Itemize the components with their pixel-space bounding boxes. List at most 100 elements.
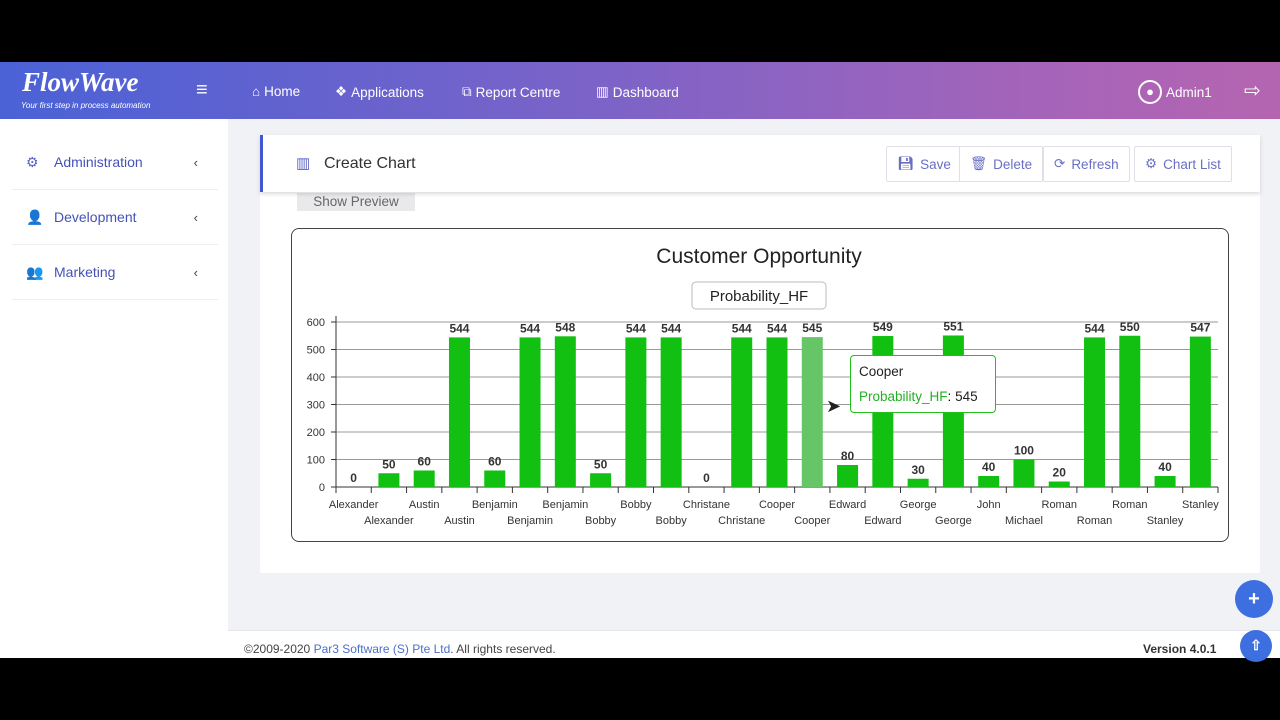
x-tick-label: George <box>900 499 937 511</box>
bar-chart: Customer Opportunity Probability_HF 0 100… <box>307 245 1220 527</box>
sidebar: ⚙ Administration ‹ 👤 Development ‹ 👥 Marketin… <box>0 119 228 658</box>
sidebar-item-administration[interactable]: ⚙ Administration ‹ <box>12 135 218 190</box>
x-tick-label: Alexander <box>329 499 379 511</box>
data-label: 0 <box>350 471 357 485</box>
top-navbar: FlowWave Your first step in process auto… <box>0 62 1280 119</box>
tooltip-series: Probability_HF <box>859 389 948 404</box>
y-tick-label: 200 <box>307 427 325 439</box>
data-label: 60 <box>488 455 502 469</box>
bar[interactable] <box>519 337 541 487</box>
add-fab-button[interactable]: + <box>1235 580 1273 618</box>
tooltip-title: Cooper <box>859 364 904 379</box>
y-tick-label: 0 <box>319 482 325 494</box>
x-tick-label: Benjamin <box>472 499 518 511</box>
y-tick-label: 600 <box>307 317 325 329</box>
chart-list-button[interactable]: ⚙ Chart List <box>1134 146 1232 182</box>
x-tick-label: Edward <box>864 515 901 527</box>
data-label: 100 <box>1014 444 1034 458</box>
show-preview-button[interactable]: Show Preview <box>297 193 415 211</box>
cubes-icon: ❖ <box>335 84 348 99</box>
chart-title: Customer Opportunity <box>656 245 862 268</box>
nav-report-centre[interactable]: ⧉ Report Centre <box>462 84 560 100</box>
data-label: 547 <box>1190 321 1210 335</box>
data-label: 50 <box>382 457 396 471</box>
x-tick-label: Roman <box>1077 515 1112 527</box>
data-label: 80 <box>841 449 855 463</box>
bar[interactable] <box>484 470 506 488</box>
bar[interactable] <box>660 337 682 487</box>
sidebar-item-marketing[interactable]: 👥 Marketing ‹ <box>12 245 218 300</box>
user-circle-icon: ● <box>1138 80 1162 104</box>
save-button[interactable]: 💾︎ Save <box>886 146 962 182</box>
home-icon: ⌂ <box>252 84 261 99</box>
x-tick-label: Benjamin <box>542 499 588 511</box>
user-menu[interactable]: ● Admin1 <box>1138 80 1212 104</box>
data-label: 40 <box>1158 460 1172 474</box>
sidebar-item-development[interactable]: 👤 Development ‹ <box>12 190 218 245</box>
bar[interactable] <box>731 337 753 487</box>
x-tick-label: Cooper <box>794 515 830 527</box>
legend-entry[interactable]: Probability_HF <box>710 288 808 305</box>
bar[interactable] <box>554 336 576 487</box>
footer: ©2009-2020 Par3 Software (S) Pte Ltd. Al… <box>228 630 1280 658</box>
refresh-icon: ⟳ <box>1054 156 1066 171</box>
data-label: 544 <box>661 321 681 335</box>
nav-home[interactable]: ⌂ Home <box>252 84 300 99</box>
x-tick-label: Bobby <box>585 515 617 527</box>
x-tick-label: Roman <box>1112 499 1147 511</box>
chart-container: Customer Opportunity Probability_HF 0 100… <box>291 228 1229 542</box>
bar[interactable] <box>1084 337 1106 487</box>
data-label: 544 <box>449 321 469 335</box>
y-tick-label: 400 <box>307 372 325 384</box>
nav-applications[interactable]: ❖ Applications <box>335 84 424 100</box>
data-label: 549 <box>873 320 893 334</box>
chevron-left-icon: ‹ <box>193 264 198 280</box>
data-label: 550 <box>1120 320 1140 334</box>
bar[interactable] <box>625 337 647 487</box>
x-tick-label: Benjamin <box>507 515 553 527</box>
sidebar-item-label: Administration <box>54 154 143 170</box>
bar[interactable] <box>801 337 823 487</box>
data-label: 544 <box>1085 321 1105 335</box>
nav-dashboard[interactable]: ▥ Dashboard <box>596 84 679 100</box>
bar[interactable] <box>1154 476 1176 487</box>
brand-logo[interactable]: FlowWave <box>22 67 139 97</box>
x-tick-label: Alexander <box>364 515 414 527</box>
x-tick-label: Austin <box>444 515 475 527</box>
x-tick-label: Christane <box>683 499 730 511</box>
data-label: 50 <box>594 457 608 471</box>
nav-label: Report Centre <box>475 84 561 100</box>
bar[interactable] <box>837 465 859 487</box>
hamburger-menu-icon[interactable]: ≡ <box>196 79 208 101</box>
nav-label: Applications <box>351 84 424 100</box>
chevron-left-icon: ‹ <box>193 154 198 170</box>
data-label: 548 <box>555 320 575 334</box>
bar[interactable] <box>378 473 400 487</box>
trash-icon: 🗑︎ <box>970 156 988 171</box>
legend-box[interactable] <box>691 281 827 310</box>
refresh-button[interactable]: ⟳ Refresh <box>1043 146 1130 182</box>
bar[interactable] <box>907 478 929 487</box>
company-link[interactable]: Par3 Software (S) Pte Ltd <box>313 642 451 656</box>
bar[interactable] <box>448 337 470 487</box>
bar[interactable] <box>978 476 1000 487</box>
x-tick-label: Bobby <box>656 515 688 527</box>
bar[interactable] <box>590 473 612 487</box>
bar[interactable] <box>766 337 788 487</box>
bar[interactable] <box>413 470 435 488</box>
bar[interactable] <box>1119 335 1141 487</box>
bar[interactable] <box>1048 481 1070 488</box>
bar[interactable] <box>1013 459 1035 488</box>
version-label: Version 4.0.1 <box>1143 642 1217 656</box>
data-label: 551 <box>943 319 963 333</box>
bar[interactable] <box>1189 336 1211 487</box>
data-label: 30 <box>911 463 925 477</box>
y-tick-label: 100 <box>307 455 325 467</box>
scroll-top-button[interactable]: ⇧ <box>1240 630 1272 662</box>
chart-tooltip: Cooper Probability_HF: 545 <box>850 355 996 413</box>
delete-button[interactable]: 🗑︎ Delete <box>959 146 1044 182</box>
logout-icon[interactable]: ⇨ <box>1244 80 1261 102</box>
sidebar-item-label: Development <box>54 209 137 225</box>
brand-tagline: Your first step in process automation <box>21 101 151 110</box>
chevron-left-icon: ‹ <box>193 209 198 225</box>
